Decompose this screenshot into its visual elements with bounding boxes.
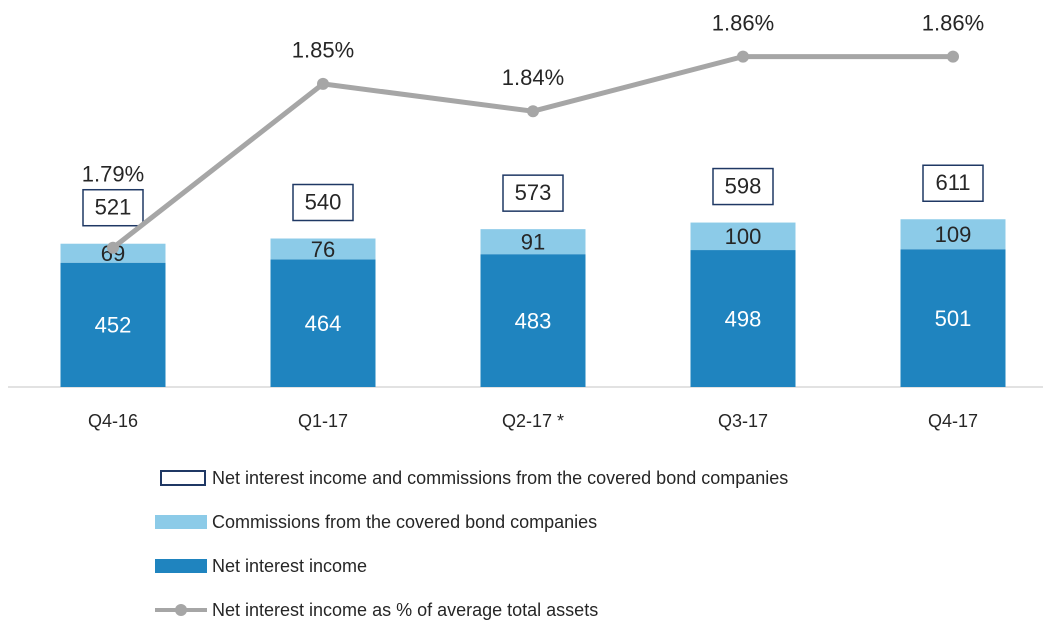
legend-label: Commissions from the covered bond compan… <box>212 512 597 532</box>
bar-label: 483 <box>515 308 552 333</box>
total-label: 611 <box>935 170 970 195</box>
line-point <box>527 105 539 118</box>
x-tick-label: Q4-17 <box>928 411 978 431</box>
bar-label: 452 <box>95 313 132 338</box>
bar-label: 91 <box>521 229 545 254</box>
bar-label: 501 <box>935 306 972 331</box>
x-tick-label: Q3-17 <box>718 411 768 431</box>
line-point <box>317 77 329 90</box>
total-label: 598 <box>725 173 762 198</box>
bar-segment <box>690 250 796 387</box>
line-label: 1.84% <box>502 65 564 90</box>
bar-segment <box>270 238 376 260</box>
legend-label: Net interest income and commissions from… <box>212 468 788 488</box>
line-label: 1.86% <box>712 10 774 35</box>
legend-label: Net interest income as % of average tota… <box>212 600 598 620</box>
legend-swatch <box>155 515 207 529</box>
total-label: 521 <box>95 195 132 220</box>
bar-segment <box>60 262 166 387</box>
bar-segment <box>690 222 796 251</box>
total-box <box>712 167 774 206</box>
total-label: 573 <box>515 180 552 205</box>
line-point <box>107 241 119 254</box>
line-label: 1.86% <box>922 10 984 35</box>
x-tick-label: Q1-17 <box>298 411 348 431</box>
total-box <box>922 164 984 202</box>
line-point <box>947 50 959 63</box>
bar-segment <box>900 219 1006 250</box>
line-label: 1.85% <box>292 38 354 63</box>
bar-label: 498 <box>725 306 762 331</box>
bar-label: 76 <box>311 237 335 262</box>
bar-label: 464 <box>305 311 342 336</box>
total-box <box>82 188 144 227</box>
legend-swatch <box>155 559 207 573</box>
bar-segment <box>480 229 586 255</box>
bar-segment <box>900 249 1006 387</box>
total-label: 540 <box>305 189 342 214</box>
legend-label: Net interest income <box>212 556 367 576</box>
legend-swatch <box>160 470 206 486</box>
total-box <box>502 174 564 212</box>
bar-label: 109 <box>935 222 972 247</box>
x-tick-label: Q2-17 * <box>502 411 564 431</box>
total-box <box>292 183 354 222</box>
x-tick-label: Q4-16 <box>88 411 138 431</box>
bar-segment <box>270 259 376 387</box>
bar-label: 100 <box>725 224 762 249</box>
bar-segment <box>480 254 586 387</box>
line-label: 1.79% <box>82 162 144 187</box>
legend-swatch <box>175 604 187 616</box>
line-point <box>737 50 749 63</box>
